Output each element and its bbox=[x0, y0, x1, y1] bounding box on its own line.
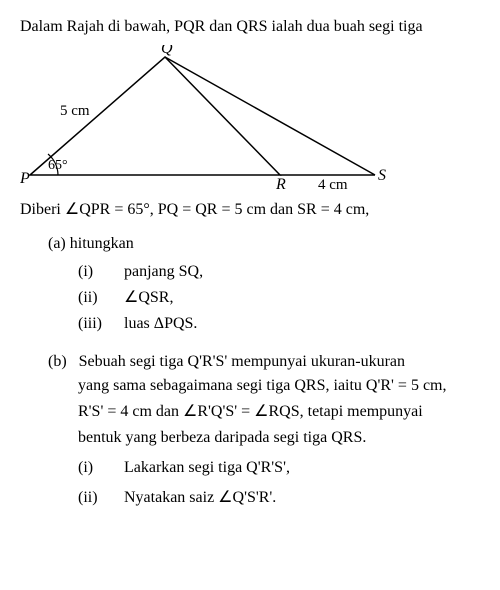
subpart-num: (ii) bbox=[78, 486, 120, 510]
part-b-line: (b) Sebuah segi tiga Q'R'S' mempunyai uk… bbox=[48, 350, 480, 374]
part-b-item: (i) Lakarkan segi tiga Q'R'S', bbox=[78, 456, 480, 480]
subpart-num: (i) bbox=[78, 456, 120, 480]
subpart-num: (ii) bbox=[78, 286, 120, 310]
subpart-num: (i) bbox=[78, 260, 120, 284]
part-b-item: (ii) Nyatakan saiz ∠Q'S'R'. bbox=[78, 486, 480, 510]
part-b-text1: Sebuah segi tiga Q'R'S' mempunyai ukuran… bbox=[79, 353, 405, 370]
subpart-text: panjang SQ, bbox=[124, 263, 203, 280]
part-b-line3: R'S' = 4 cm dan ∠R'Q'S' = ∠RQS, tetapi m… bbox=[78, 400, 480, 424]
part-b-line2: yang sama sebagaimana segi tiga QRS, iai… bbox=[78, 374, 480, 398]
part-b-line4: bentuk yang berbeza daripada segi tiga Q… bbox=[78, 426, 480, 450]
triangle-diagram: P Q R S 5 cm 4 cm 65° bbox=[20, 45, 390, 190]
svg-text:Q: Q bbox=[161, 45, 173, 57]
part-a-item: (i) panjang SQ, bbox=[78, 260, 480, 284]
intro-text: Dalam Rajah di bawah, PQR dan QRS ialah … bbox=[20, 15, 480, 39]
part-a-item: (iii) luas ΔPQS. bbox=[78, 312, 480, 336]
svg-text:5 cm: 5 cm bbox=[60, 103, 90, 119]
subpart-num: (iii) bbox=[78, 312, 120, 336]
svg-text:S: S bbox=[378, 167, 386, 184]
subpart-text: luas ΔPQS. bbox=[124, 315, 197, 332]
svg-text:4 cm: 4 cm bbox=[318, 177, 348, 193]
svg-text:P: P bbox=[20, 170, 30, 187]
given-text: Diberi ∠QPR = 65°, PQ = QR = 5 cm dan SR… bbox=[20, 198, 480, 222]
part-a-label: (a) hitungkan bbox=[48, 232, 480, 256]
svg-text:65°: 65° bbox=[48, 158, 68, 173]
subpart-text: Lakarkan segi tiga Q'R'S', bbox=[124, 459, 290, 476]
svg-text:R: R bbox=[275, 176, 286, 193]
subpart-text: ∠QSR, bbox=[124, 289, 173, 306]
part-a-item: (ii) ∠QSR, bbox=[78, 286, 480, 310]
part-b-label: (b) bbox=[48, 353, 67, 370]
subpart-text: Nyatakan saiz ∠Q'S'R'. bbox=[124, 489, 276, 506]
